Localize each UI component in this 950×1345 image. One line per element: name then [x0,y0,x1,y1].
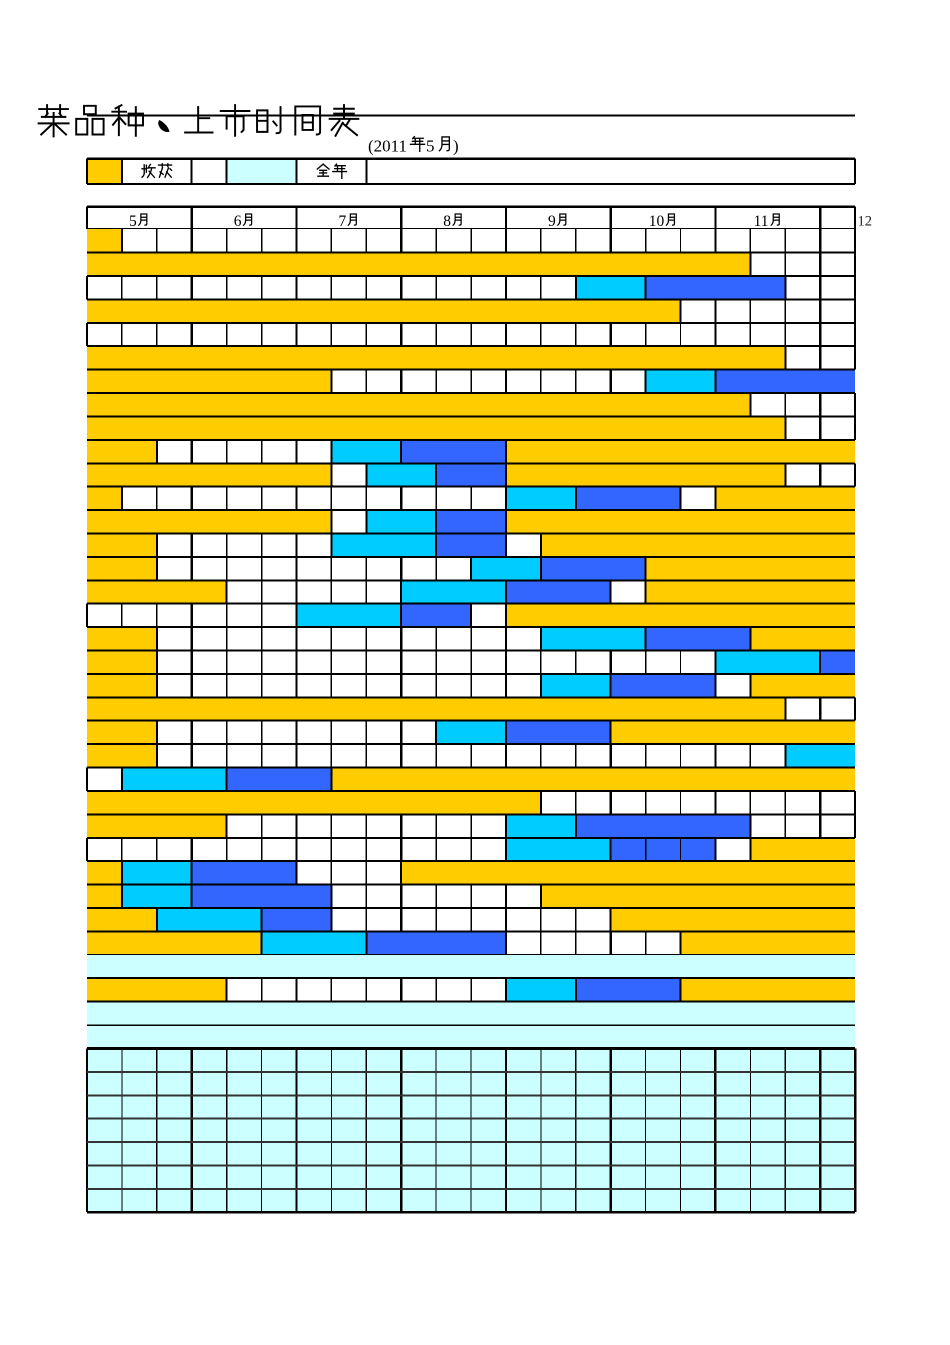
svg-text:11: 11 [754,213,769,230]
svg-text:6: 6 [234,213,242,230]
svg-text:): ) [453,137,459,156]
svg-text:5: 5 [129,213,137,230]
svg-text:7: 7 [339,213,347,230]
svg-text:5: 5 [426,137,435,156]
svg-text:10: 10 [649,213,665,230]
svg-text:9: 9 [548,213,556,230]
svg-text:8: 8 [443,213,451,230]
svg-text:12: 12 [858,214,873,230]
svg-text:(2011: (2011 [368,137,407,156]
